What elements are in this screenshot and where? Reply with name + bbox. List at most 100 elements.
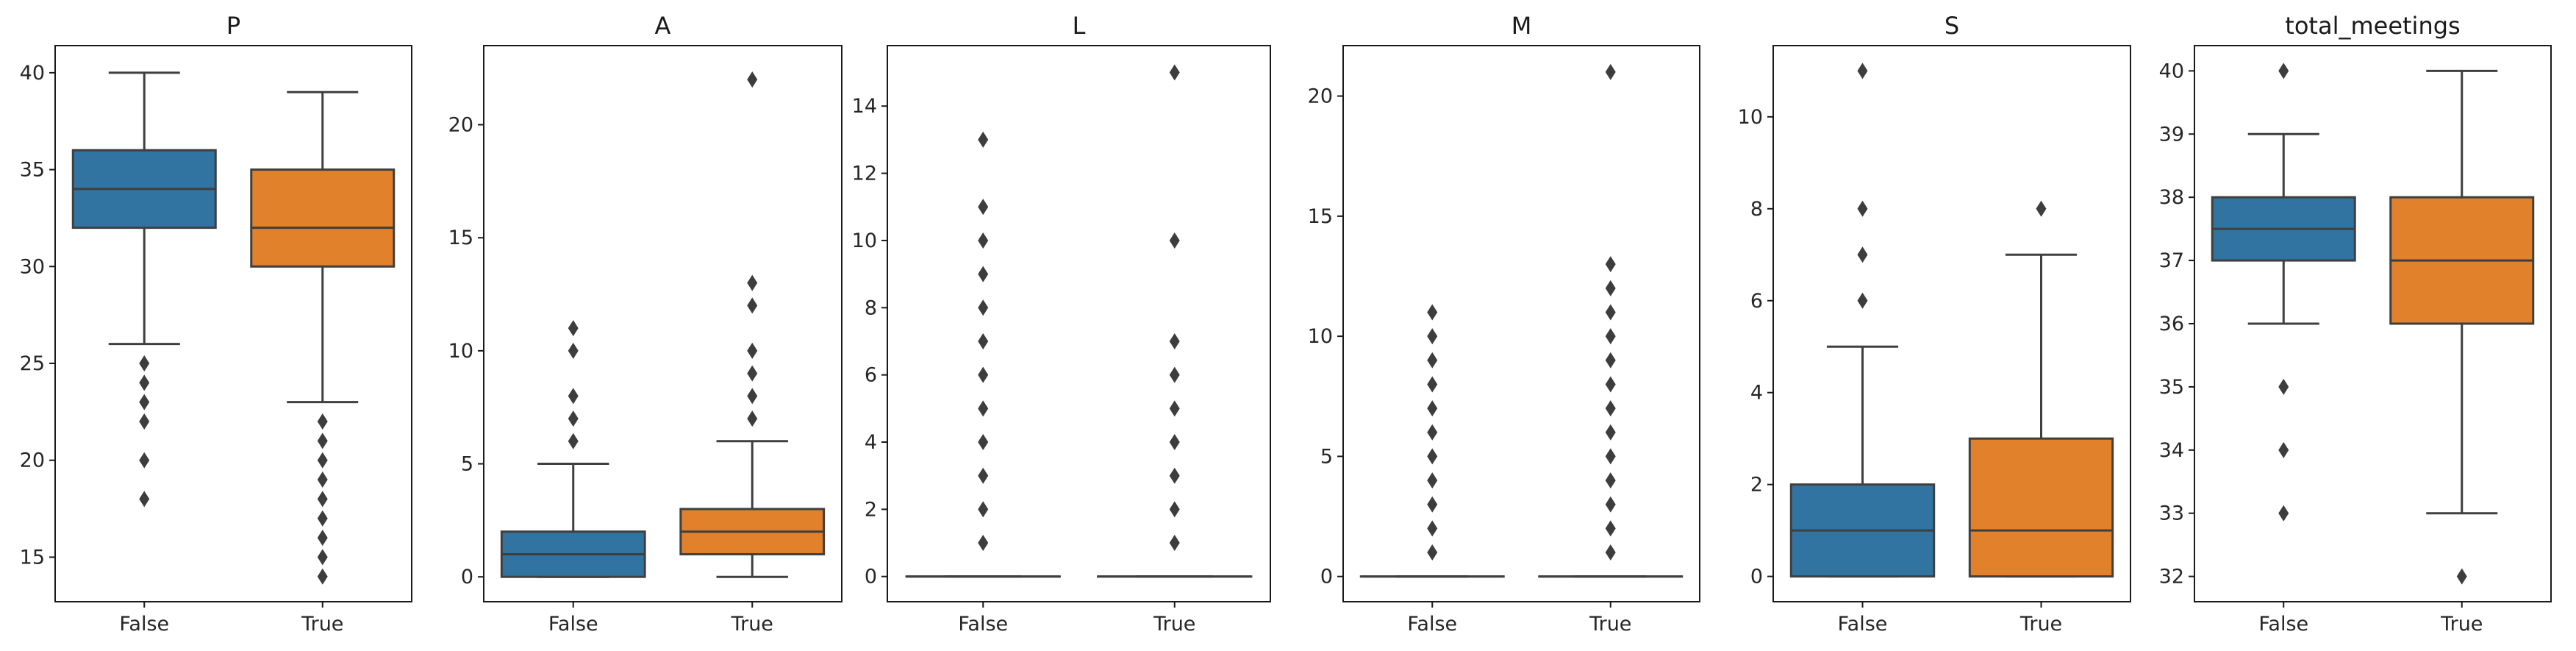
x-tick-label: True [2019,613,2062,636]
outlier-point [1605,472,1616,489]
outlier-point [747,365,758,382]
outlier-point [317,472,328,488]
y-tick-label: 40 [20,62,45,85]
outlier-point [2278,378,2289,395]
y-tick-label: 6 [865,364,877,387]
outlier-point [1605,63,1616,80]
outlier-point [1427,424,1438,441]
outlier-point [1169,232,1180,249]
outlier-point [1605,256,1616,273]
y-tick-label: 10 [448,340,473,363]
box-false [500,320,646,578]
y-tick-label: 20 [20,449,45,472]
outlier-point [1605,544,1616,561]
outlier-point [978,232,989,249]
outlier-point [317,510,328,527]
y-tick-label: 35 [2159,376,2184,399]
outlier-point [978,501,989,518]
panel-title: A [655,12,671,40]
outlier-point [1169,366,1180,383]
y-tick-label: 33 [2159,502,2184,525]
outlier-point [978,131,989,148]
box-true [250,90,396,585]
outlier-point [1427,328,1438,345]
panel-0: P 15 20 25 30 35 40 False True [20,12,412,636]
box-true [1538,63,1684,578]
y-tick-label: 10 [852,230,877,252]
y-tick-label: 0 [461,566,473,588]
panel-title: total_meetings [2285,12,2460,40]
outlier-point [747,297,758,314]
outlier-point [139,374,150,391]
y-tick-label: 25 [20,352,45,375]
outlier-point [1427,352,1438,369]
outlier-point [1427,400,1438,417]
y-tick-label: 5 [1320,445,1333,468]
outlier-point [1605,304,1616,321]
box-false [71,71,217,508]
outlier-point [317,491,328,508]
y-tick-label: 0 [1750,566,1763,588]
y-tick-label: 35 [20,159,45,182]
outlier-point [317,413,328,430]
outlier-point [1427,304,1438,321]
outlier-point [139,394,150,410]
outlier-point [2278,441,2289,458]
x-tick-label: True [1153,613,1195,636]
y-tick-label: 4 [1750,382,1763,405]
outlier-point [568,410,579,427]
outlier-point [978,400,989,417]
box-true [2389,69,2535,585]
y-tick-label: 32 [2159,566,2184,588]
outlier-point [568,320,579,337]
outlier-point [747,274,758,291]
y-tick-label: 15 [20,546,45,569]
y-tick-label: 10 [1308,325,1333,348]
outlier-point [1605,424,1616,441]
y-tick-label: 2 [1750,474,1763,497]
outlier-point [1427,544,1438,561]
outlier-point [747,410,758,427]
y-tick-label: 2 [865,498,877,521]
panel-title: P [226,12,240,40]
outlier-point [1605,400,1616,417]
y-tick-label: 36 [2159,313,2184,335]
y-tick-label: 0 [1320,566,1333,588]
x-tick-label: False [119,613,169,636]
outlier-point [568,342,579,359]
x-tick-label: False [1838,613,1888,636]
outlier-point [139,355,150,371]
panel-title: S [1944,12,1959,40]
outlier-point [139,491,150,508]
box-false [2211,63,2356,522]
box-false [1789,63,1936,578]
outlier-point [747,71,758,88]
outlier-point [2456,568,2467,585]
box-body [1968,437,2114,578]
box-true [679,71,826,578]
y-tick-label: 5 [461,453,473,476]
y-tick-label: 39 [2159,123,2184,146]
outlier-point [1169,467,1180,484]
outlier-point [568,388,579,405]
outlier-point [317,530,328,547]
y-tick-label: 8 [865,296,877,319]
outlier-point [1857,63,1868,79]
outlier-point [1605,328,1616,345]
panel-4: S 0 2 4 6 8 10 False True [1738,12,2131,636]
panel-title: L [1073,12,1086,40]
outlier-point [978,434,989,451]
outlier-point [747,342,758,359]
y-tick-label: 15 [448,227,473,249]
y-tick-label: 6 [1750,290,1763,313]
y-tick-label: 10 [1738,106,1763,129]
outlier-point [978,199,989,216]
box-false [1359,304,1505,578]
y-tick-label: 4 [865,431,877,454]
outlier-point [1857,292,1868,309]
x-tick-label: False [958,613,1008,636]
plot-frame [54,45,412,602]
outlier-point [139,413,150,430]
box-false [905,131,1061,578]
